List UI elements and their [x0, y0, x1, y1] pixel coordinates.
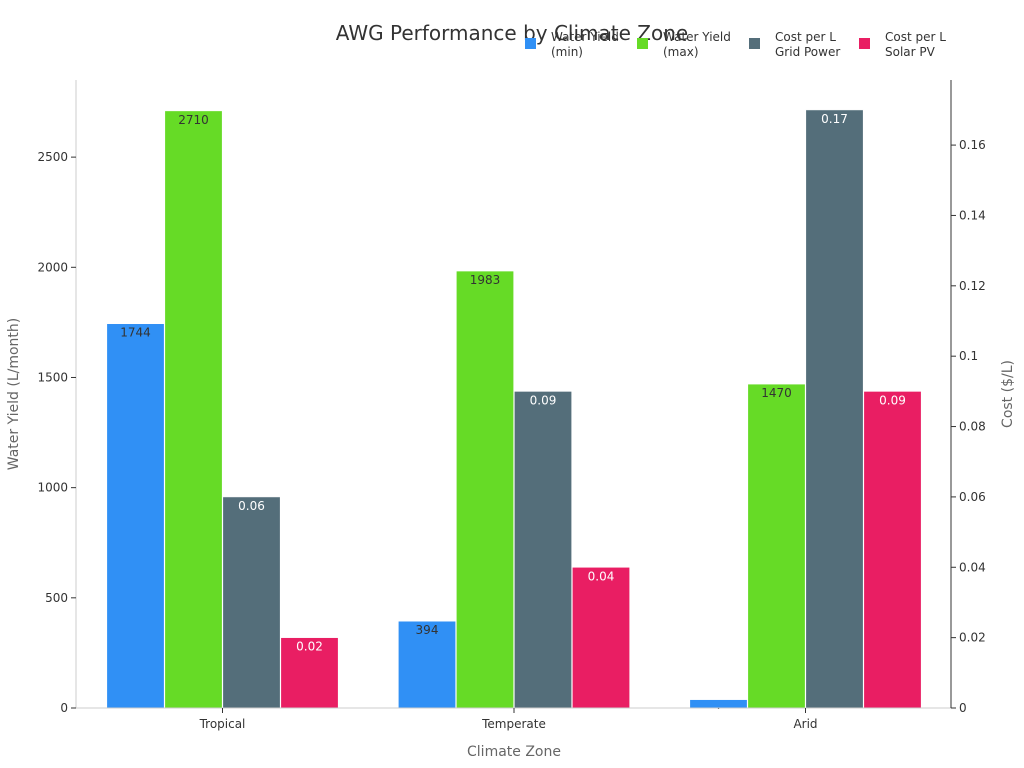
legend-swatch	[859, 38, 870, 49]
y-axis-title: Water Yield (L/month)	[6, 318, 22, 471]
bar-label: 0.17	[821, 112, 848, 126]
y2-tick-label: 0.04	[959, 560, 986, 574]
bar-label: 0.09	[530, 393, 557, 407]
axes-layer: 0 500 1000 1500 2000 2500 0 0.02 0.04 0.06 0.08 0.1…	[37, 80, 986, 731]
y-tick-label: 2000	[37, 260, 68, 274]
x-tick-label: Tropical	[199, 717, 246, 731]
y2-tick-label: 0.16	[959, 138, 986, 152]
legend: Water Yield (min) Water Yield (max) Cost per…	[525, 30, 946, 59]
bar-label: 2710	[178, 113, 209, 127]
y-tick-label: 2500	[37, 150, 68, 164]
bar-label: 394	[416, 623, 439, 637]
bar-label: 1983	[470, 273, 501, 287]
bar-arid-series-4	[863, 391, 922, 709]
legend-label: Water Yield (max)	[663, 30, 731, 59]
legend-swatch	[637, 38, 648, 49]
y2-axis-title: Cost ($/L)	[1000, 360, 1016, 428]
bar-temperate-series-2	[455, 270, 514, 709]
chart-title: AWG Performance by Climate Zone	[336, 21, 688, 45]
legend-swatch	[525, 38, 536, 49]
x-tick-label: Arid	[793, 717, 817, 731]
y2-tick-label: 0.14	[959, 208, 986, 222]
legend-label: Water Yield (min)	[551, 30, 619, 59]
y2-tick-label: 0	[959, 701, 967, 715]
bar-arid-series-2	[747, 383, 806, 709]
bars-layer	[106, 109, 922, 709]
bar-label: ·	[717, 702, 721, 716]
y2-tick-label: 0.08	[959, 420, 986, 434]
y2-tick-label: 0.12	[959, 279, 986, 293]
legend-swatch	[749, 38, 760, 49]
bar-label: 0.04	[588, 569, 615, 583]
bar-label: 1744	[120, 326, 151, 340]
x-tick-label: Temperate	[481, 717, 546, 731]
bar-label: 0.09	[879, 393, 906, 407]
bar-tropical-series-2	[164, 110, 223, 709]
bar-temperate-series-1	[397, 620, 456, 709]
bar-tropical-series-3	[222, 496, 281, 709]
legend-label: Cost per L Solar PV	[885, 30, 946, 59]
y-tick-label: 1000	[37, 481, 68, 495]
bar-labels-layer: 1744 394 · 2710 1983 1470 0.06 0.09 0.17 0.02 0.04…	[120, 112, 906, 716]
bar-arid-series-3	[805, 109, 864, 709]
y-tick-label: 0	[60, 701, 68, 715]
x-axis-title: Climate Zone	[467, 744, 561, 760]
legend-label: Cost per L Grid Power	[775, 30, 840, 59]
bar-label: 0.06	[238, 499, 265, 513]
y2-tick-label: 0.1	[959, 349, 978, 363]
y2-tick-label: 0.02	[959, 631, 986, 645]
bar-label: 0.02	[296, 640, 323, 654]
y2-tick-label: 0.06	[959, 490, 986, 504]
bar-label: 1470	[761, 386, 792, 400]
bar-tropical-series-1	[106, 323, 165, 709]
y-tick-label: 500	[45, 591, 68, 605]
bar-temperate-series-3	[513, 391, 572, 709]
bar-temperate-series-4	[571, 566, 630, 709]
y-tick-label: 1500	[37, 370, 68, 384]
